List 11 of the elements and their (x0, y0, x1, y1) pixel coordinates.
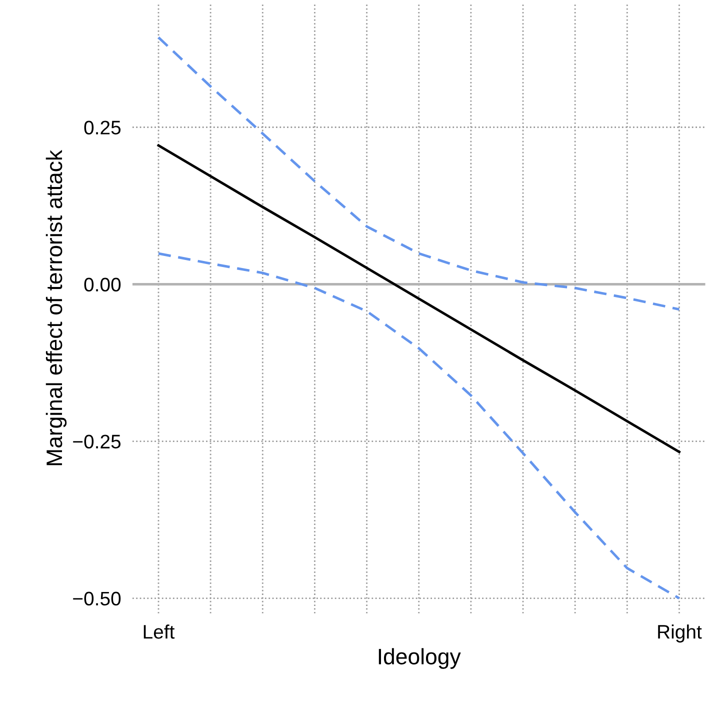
x-axis-title: Ideology (378, 648, 461, 669)
y-tick-label: −0.50 (73, 592, 121, 606)
line-series (157, 144, 680, 454)
line-series (157, 36, 680, 311)
y-tick-label: 0.00 (84, 278, 121, 292)
y-tick-label: −0.25 (73, 434, 121, 449)
y-axis-title: Marginal effect of terrorist attack (46, 150, 67, 466)
x-tick-label: Left (144, 624, 175, 639)
y-tick-label: 0.25 (84, 120, 121, 134)
line-series (157, 252, 680, 600)
x-tick-label: Right (658, 624, 702, 643)
